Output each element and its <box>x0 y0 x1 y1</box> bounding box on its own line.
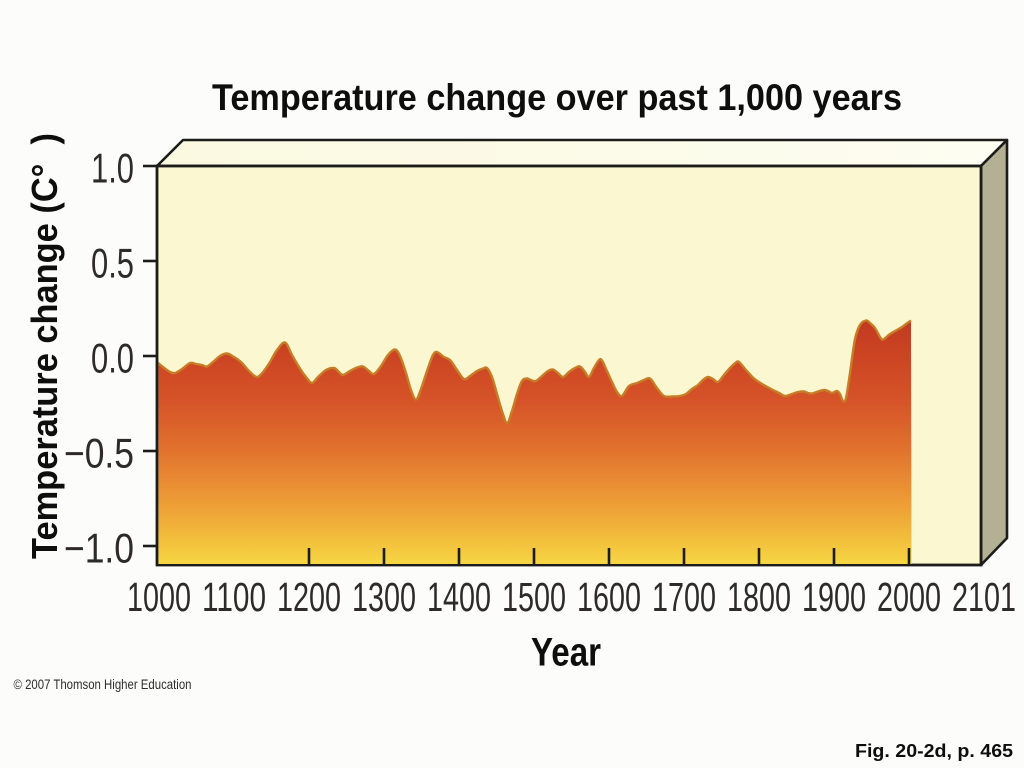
svg-text:1600: 1600 <box>577 574 641 620</box>
svg-text:1700: 1700 <box>652 574 716 620</box>
svg-text:1100: 1100 <box>202 574 266 620</box>
svg-text:Temperature change (C° ): Temperature change (C° ) <box>24 133 65 559</box>
svg-text:Fig. 20-2d, p. 465: Fig. 20-2d, p. 465 <box>855 740 1013 761</box>
svg-text:1500: 1500 <box>502 574 566 620</box>
svg-text:1000: 1000 <box>127 574 191 620</box>
svg-text:Temperature change over past 1: Temperature change over past 1,000 years <box>212 77 902 118</box>
svg-text:1200: 1200 <box>277 574 341 620</box>
svg-text:2101: 2101 <box>952 574 1016 620</box>
svg-text:−1.0: −1.0 <box>64 525 134 572</box>
svg-text:1800: 1800 <box>727 574 791 620</box>
svg-text:1400: 1400 <box>427 574 491 620</box>
svg-text:1300: 1300 <box>352 574 416 620</box>
svg-text:1900: 1900 <box>802 574 866 620</box>
svg-text:2000: 2000 <box>877 574 941 620</box>
svg-text:−0.5: −0.5 <box>64 430 134 477</box>
svg-text:© 2007 Thomson Higher Educatio: © 2007 Thomson Higher Education <box>14 676 192 692</box>
svg-text:0.0: 0.0 <box>91 335 134 382</box>
svg-text:Year: Year <box>531 631 601 675</box>
svg-text:0.5: 0.5 <box>91 240 134 287</box>
svg-text:1.0: 1.0 <box>91 145 134 192</box>
